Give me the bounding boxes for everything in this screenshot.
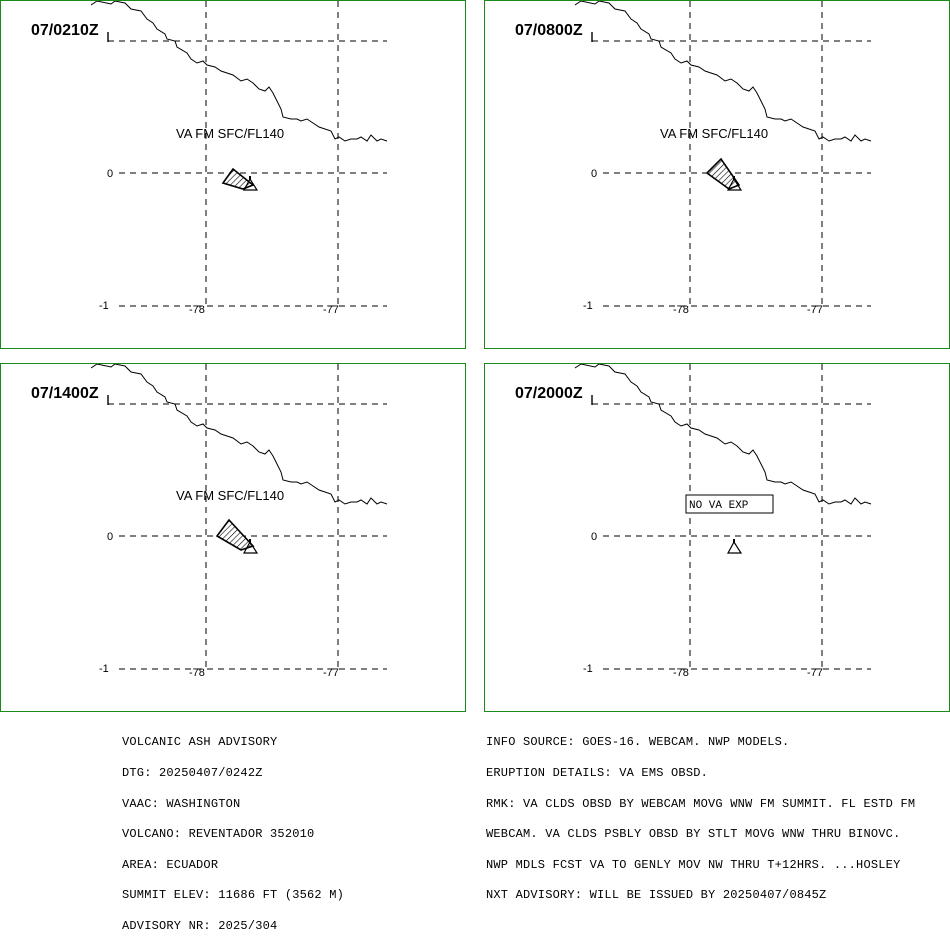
- advisory-line: DTG: 20250407/0242Z: [122, 766, 263, 781]
- volcano-triangle-icon: [726, 540, 743, 554]
- no-va-label: NO VA EXP: [689, 500, 749, 512]
- coastline-line: [574, 1, 872, 142]
- va-level-label: VA FM SFC/FL140: [176, 488, 284, 503]
- lon-tick-minus77: -77: [807, 667, 823, 679]
- lon-tick-minus77: -77: [323, 667, 339, 679]
- lon-tick-minus78: -78: [189, 304, 205, 316]
- volcano-icon: [242, 539, 259, 554]
- forecast-panel-1: 07/0210Z VA FM SFC/FL140 0 -1 -78 -77: [0, 0, 466, 349]
- ash-cloud-polygon: [705, 157, 741, 190]
- ash-cloud-shape: [705, 157, 741, 190]
- volcano-icon: [726, 176, 743, 191]
- panel-time: 07/2000Z: [515, 385, 583, 402]
- advisory-line: NXT ADVISORY: WILL BE ISSUED BY 20250407…: [486, 888, 827, 903]
- ash-cloud-shape: [221, 167, 255, 190]
- volcano-icon: [242, 176, 259, 191]
- coastline: [90, 1, 388, 142]
- forecast-panel-4: 07/2000Z NO VA EXP 0 -1 -78 -77: [484, 363, 950, 712]
- lat-tick-0: 0: [107, 168, 113, 180]
- volcano-triangle-icon: [242, 540, 259, 554]
- coastline: [90, 364, 388, 505]
- panel-time: 07/0800Z: [515, 22, 583, 39]
- lat-tick-minus1: -1: [583, 663, 593, 675]
- lat-tick-0: 0: [591, 531, 597, 543]
- forecast-panel-3: 07/1400Z VA FM SFC/FL140 0 -1 -78 -77: [0, 363, 466, 712]
- va-level-label: VA FM SFC/FL140: [176, 126, 284, 141]
- graticule: [592, 364, 871, 670]
- lat-tick-0: 0: [107, 531, 113, 543]
- lon-tick-minus78: -78: [673, 304, 689, 316]
- advisory-line: WEBCAM. VA CLDS PSBLY OBSD BY STLT MOVG …: [486, 827, 901, 842]
- advisory-line: ADVISORY NR: 2025/304: [122, 919, 278, 934]
- map-frame: 07/2000Z NO VA EXP 0 -1 -78 -77: [515, 364, 872, 679]
- map-frame: 07/0210Z VA FM SFC/FL140 0 -1 -78 -77: [31, 1, 388, 316]
- no-va-box: [685, 494, 774, 514]
- advisory-line: INFO SOURCE: GOES-16. WEBCAM. NWP MODELS…: [486, 735, 790, 750]
- coastline-line: [574, 364, 872, 505]
- coastline: [574, 1, 872, 142]
- panel-time: 07/1400Z: [31, 385, 99, 402]
- advisory-line: ERUPTION DETAILS: VA EMS OBSD.: [486, 766, 709, 781]
- lon-tick-minus78: -78: [189, 667, 205, 679]
- map-frame: 07/0800Z VA FM SFC/FL140 0 -1 -78 -77: [515, 1, 872, 316]
- advisory-line: VOLCANO: REVENTADOR 352010: [122, 827, 315, 842]
- lat-tick-minus1: -1: [583, 300, 593, 312]
- advisory-details-block: INFO SOURCE: GOES-16. WEBCAM. NWP MODELS…: [486, 717, 915, 911]
- lon-tick-minus78: -78: [673, 667, 689, 679]
- va-level-label: VA FM SFC/FL140: [660, 126, 768, 141]
- panel-time: 07/0210Z: [31, 22, 99, 39]
- advisory-header-block: VOLCANIC ASH ADVISORY DTG: 20250407/0242…: [122, 717, 344, 941]
- coastline-line: [90, 364, 388, 505]
- volcano-triangle-icon: [726, 177, 743, 191]
- advisory-line: NWP MDLS FCST VA TO GENLY MOV NW THRU T+…: [486, 857, 901, 872]
- graticule: [592, 1, 871, 307]
- lat-tick-0: 0: [591, 168, 597, 180]
- coastline: [574, 364, 872, 505]
- advisory-line: AREA: ECUADOR: [122, 857, 219, 872]
- advisory-line: VOLCANIC ASH ADVISORY: [122, 735, 278, 750]
- advisory-line: RMK: VA CLDS OBSD BY WEBCAM MOVG WNW FM …: [486, 796, 916, 811]
- lat-tick-minus1: -1: [99, 663, 109, 675]
- lat-tick-minus1: -1: [99, 300, 109, 312]
- ash-cloud-polygon: [221, 167, 255, 190]
- lon-tick-minus77: -77: [323, 304, 339, 316]
- forecast-panel-2: 07/0800Z VA FM SFC/FL140 0 -1 -78 -77: [484, 0, 950, 349]
- graticule: [108, 364, 387, 670]
- lon-tick-minus77: -77: [807, 304, 823, 316]
- advisory-line: SUMMIT ELEV: 11686 FT (3562 M): [122, 888, 345, 903]
- volcano-icon: [726, 539, 743, 554]
- advisory-line: VAAC: WASHINGTON: [122, 796, 241, 811]
- volcano-triangle-icon: [242, 177, 259, 191]
- graticule: [108, 1, 387, 307]
- map-frame: 07/1400Z VA FM SFC/FL140 0 -1 -78 -77: [31, 364, 388, 679]
- coastline-line: [90, 1, 388, 142]
